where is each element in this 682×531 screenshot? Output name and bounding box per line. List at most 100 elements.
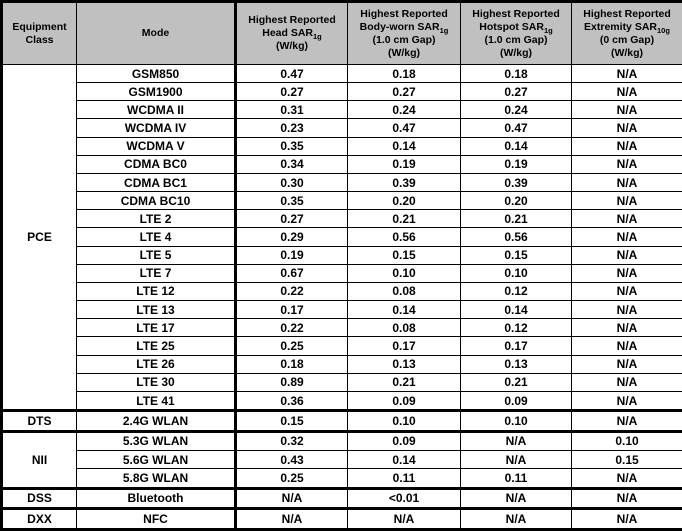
header-line: Extremity SAR10g [584,20,670,35]
header-line: Highest Reported [583,7,671,20]
col-header-mode: Mode [76,1,237,65]
equipment-class-cell: PCE [1,63,77,412]
hotspot-sar-cell: N/A [460,429,572,452]
bodyworn-sar-cell: 0.39 [347,172,461,193]
header-line: (W/kg) [387,46,421,59]
hotspot-sar-cell: 0.09 [460,390,572,412]
mode-cell: LTE 5 [76,245,237,265]
head-sar-cell: 0.30 [235,172,348,193]
col-header-hotspot-sar: Highest Reported Hotspot SAR1g (1.0 cm G… [460,1,572,65]
table-row: LTE 7 0.67 0.10 0.10 N/A [2,263,682,283]
extremity-sar-cell: N/A [571,118,682,138]
bodyworn-sar-cell: 0.10 [347,263,461,283]
equipment-class-cell: DTS [1,409,77,432]
col-header-head-sar: Highest Reported Head SAR1g (W/kg) [235,1,348,65]
header-line: Equipment [12,20,67,33]
mode-cell: WCDMA IV [76,118,237,138]
table-row: CDMA BC1 0.30 0.39 0.39 N/A [2,172,682,193]
head-sar-cell: 0.17 [235,300,348,320]
head-sar-cell: 0.15 [235,409,348,432]
mode-cell: GSM1900 [76,82,237,102]
extremity-sar-cell: N/A [571,300,682,320]
mode-cell: GSM850 [76,63,237,84]
subscript: 10g [657,25,670,35]
head-sar-cell: 0.89 [235,372,348,392]
extremity-sar-cell: N/A [571,100,682,120]
table-row: LTE 4 0.29 0.56 0.56 N/A [2,227,682,247]
hotspot-sar-cell: 0.17 [460,336,572,356]
bodyworn-sar-cell: N/A [347,507,461,530]
table-row: DTS 2.4G WLAN 0.15 0.10 0.10 N/A [1,409,682,432]
mode-cell: Bluetooth [76,486,237,510]
head-sar-cell: 0.19 [235,245,348,265]
extremity-sar-cell: N/A [571,82,682,102]
extremity-sar-cell: N/A [571,63,682,84]
table-row: CDMA BC0 0.34 0.19 0.19 N/A [2,154,682,174]
bodyworn-sar-cell: 0.24 [347,100,461,120]
header-row: Equipment Class Mode Highest Reported He… [1,1,682,65]
head-sar-cell: 0.31 [235,100,348,120]
bodyworn-sar-cell: 0.08 [347,318,461,338]
hotspot-sar-cell: 0.18 [460,63,572,84]
hotspot-sar-cell: 0.13 [460,354,572,374]
hotspot-sar-cell: 0.12 [460,318,572,338]
extremity-sar-cell: N/A [571,354,682,374]
extremity-sar-cell: N/A [571,507,682,530]
head-sar-cell: 0.35 [235,191,348,211]
bodyworn-sar-cell: 0.17 [347,336,461,356]
header-line: Head SAR1g [262,27,322,42]
table-row: LTE 13 0.17 0.14 0.14 N/A [2,300,682,320]
col-header-bodyworn-sar: Highest Reported Body-worn SAR1g (1.0 cm… [347,1,461,65]
header-line: Highest Reported [248,14,336,26]
extremity-sar-cell: N/A [571,209,682,229]
head-sar-cell: N/A [235,507,348,530]
table-row: WCDMA V 0.35 0.14 0.14 N/A [2,136,682,156]
bodyworn-sar-cell: 0.10 [347,409,461,432]
mode-cell: LTE 4 [76,227,237,247]
extremity-sar-cell: N/A [571,486,682,510]
extremity-sar-cell: 0.15 [571,450,682,470]
head-sar-cell: 0.35 [235,136,348,156]
bodyworn-sar-cell: 0.09 [347,390,461,412]
header-line: (W/kg) [610,46,644,59]
bodyworn-sar-cell: 0.27 [347,82,461,102]
header-line: Hotspot SAR1g [479,20,553,35]
bodyworn-sar-cell: 0.13 [347,354,461,374]
mode-cell: WCDMA II [76,100,237,120]
mode-cell: LTE 2 [76,209,237,229]
table-row: NII 5.3G WLAN 0.32 0.09 N/A 0.10 [1,429,682,489]
extremity-sar-cell: N/A [571,191,682,211]
hotspot-sar-cell: 0.14 [460,136,572,156]
table-row: 5.8G WLAN 0.25 0.11 0.11 N/A [2,468,682,489]
head-sar-cell: 0.25 [235,468,348,489]
hotspot-sar-cell: 0.27 [460,82,572,102]
extremity-sar-cell: N/A [571,390,682,412]
bodyworn-sar-cell: 0.11 [347,468,461,489]
extremity-sar-cell: N/A [571,263,682,283]
col-header-equipment-class: Equipment Class [1,1,77,65]
table-row: LTE 5 0.19 0.15 0.15 N/A [2,245,682,265]
bodyworn-sar-cell: <0.01 [347,486,461,510]
table-row: LTE 12 0.22 0.08 0.12 N/A [2,281,682,302]
table-header: Equipment Class Mode Highest Reported He… [1,1,682,65]
equipment-class-cell: DSS [1,486,77,510]
table-row: LTE 26 0.18 0.13 0.13 N/A [2,354,682,374]
head-sar-cell: 0.34 [235,154,348,174]
bodyworn-sar-cell: 0.21 [347,209,461,229]
extremity-sar-cell: N/A [571,409,682,432]
extremity-sar-cell: N/A [571,318,682,338]
mode-cell: NFC [76,507,237,530]
table-row: GSM1900 0.27 0.27 0.27 N/A [2,82,682,102]
extremity-sar-cell: N/A [571,227,682,247]
header-line: (W/kg) [499,46,533,59]
bodyworn-sar-cell: 0.20 [347,191,461,211]
head-sar-cell: 0.23 [235,118,348,138]
head-sar-cell: 0.22 [235,318,348,338]
mode-cell: CDMA BC0 [76,154,237,174]
header-line: Class [25,33,54,46]
mode-cell: LTE 30 [76,372,237,392]
head-sar-cell: 0.27 [235,209,348,229]
header-line: (1.0 cm Gap) [484,33,548,46]
hotspot-sar-cell: 0.15 [460,245,572,265]
